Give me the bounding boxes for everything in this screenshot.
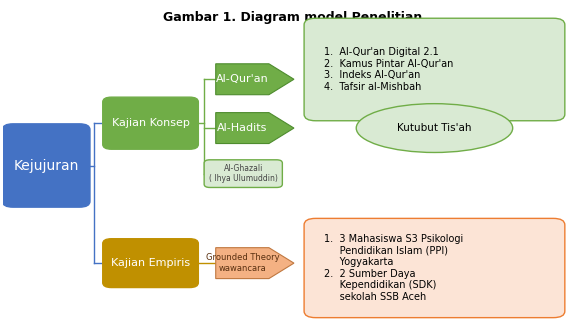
FancyBboxPatch shape [103,239,198,288]
FancyBboxPatch shape [204,160,283,187]
Polygon shape [216,64,294,95]
Ellipse shape [356,104,512,153]
Text: Kejujuran: Kejujuran [13,159,79,172]
Text: 1.  3 Mahasiswa S3 Psikologi
     Pendidikan Islam (PPI)
     Yogyakarta
2.  2 S: 1. 3 Mahasiswa S3 Psikologi Pendidikan I… [324,234,464,302]
FancyBboxPatch shape [103,97,198,149]
Polygon shape [216,248,294,279]
Text: 1.  Al-Qur'an Digital 2.1
2.  Kamus Pintar Al-Qur'an
3.  Indeks Al-Qur'an
4.  Ta: 1. Al-Qur'an Digital 2.1 2. Kamus Pintar… [324,47,454,92]
FancyBboxPatch shape [304,218,565,318]
Text: Gambar 1. Diagram model Penelitian: Gambar 1. Diagram model Penelitian [163,11,422,24]
Text: Kajian Empiris: Kajian Empiris [111,258,190,268]
Text: Al-Qur'an: Al-Qur'an [216,74,269,84]
Text: Al-Ghazali
( Ihya Ulumuddin): Al-Ghazali ( Ihya Ulumuddin) [209,164,278,183]
Text: Grounded Theory
wawancara: Grounded Theory wawancara [205,254,279,273]
Text: Kutubut Tis'ah: Kutubut Tis'ah [397,123,472,133]
Text: Al-Hadits: Al-Hadits [217,123,267,133]
FancyBboxPatch shape [2,124,90,207]
Text: Kajian Konsep: Kajian Konsep [112,118,190,128]
Polygon shape [216,113,294,144]
FancyBboxPatch shape [304,18,565,121]
